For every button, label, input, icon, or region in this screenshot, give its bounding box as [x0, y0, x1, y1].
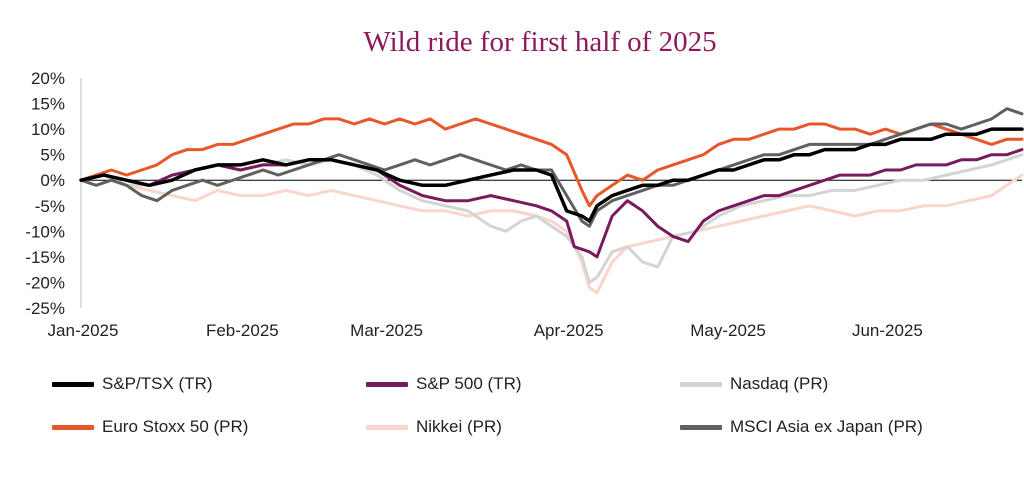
y-tick-label: 10%: [31, 120, 65, 139]
legend-swatch: [52, 424, 94, 430]
legend-swatch: [680, 381, 722, 387]
y-tick-label: 15%: [31, 95, 65, 114]
legend-item-euro-stoxx: Euro Stoxx 50 (PR): [52, 415, 248, 439]
chart-title: Wild ride for first half of 2025: [363, 26, 717, 58]
y-tick-label: -5%: [35, 197, 65, 216]
legend-item-msci-asia: MSCI Asia ex Japan (PR): [680, 415, 923, 439]
x-tick-label: Feb-2025: [206, 321, 279, 340]
series-line-s-p-tsx-tr: [79, 127, 1024, 223]
y-tick-label: -25%: [25, 299, 65, 318]
legend-label: MSCI Asia ex Japan (PR): [730, 417, 923, 436]
x-tick-label: Jun-2025: [852, 321, 923, 340]
y-tick-label: -20%: [25, 273, 65, 292]
legend-item-nasdaq: Nasdaq (PR): [680, 372, 828, 396]
y-tick-label: -15%: [25, 248, 65, 267]
legend-label: Nasdaq (PR): [730, 374, 829, 393]
y-tick-label: -10%: [25, 222, 65, 241]
legend-swatch: [366, 424, 408, 430]
y-tick-label: 0%: [40, 171, 65, 190]
legend-label: S&P 500 (TR): [416, 374, 522, 393]
legend-swatch: [680, 424, 722, 430]
x-tick-label: Mar-2025: [350, 321, 423, 340]
y-tick-label: 5%: [40, 146, 65, 165]
series-line-nikkei-pr: [79, 173, 1024, 295]
y-tick-label: 20%: [31, 69, 65, 88]
legend-item-nikkei: Nikkei (PR): [366, 415, 502, 439]
series-line-euro-stoxx-50-pr: [79, 117, 1024, 208]
legend-swatch: [52, 381, 94, 387]
legend-swatch: [366, 381, 408, 387]
x-tick-label: May-2025: [690, 321, 766, 340]
legend-label: S&P/TSX (TR): [102, 374, 213, 393]
x-tick-label: Jan-2025: [48, 321, 119, 340]
legend-label: Nikkei (PR): [416, 417, 502, 436]
x-tick-label: Apr-2025: [534, 321, 604, 340]
legend-item-sp500: S&P 500 (TR): [366, 372, 522, 396]
legend-item-sp-tsx: S&P/TSX (TR): [52, 372, 213, 396]
legend-label: Euro Stoxx 50 (PR): [102, 417, 249, 436]
series-line-msci-asia-ex-japan-pr: [79, 107, 1024, 228]
